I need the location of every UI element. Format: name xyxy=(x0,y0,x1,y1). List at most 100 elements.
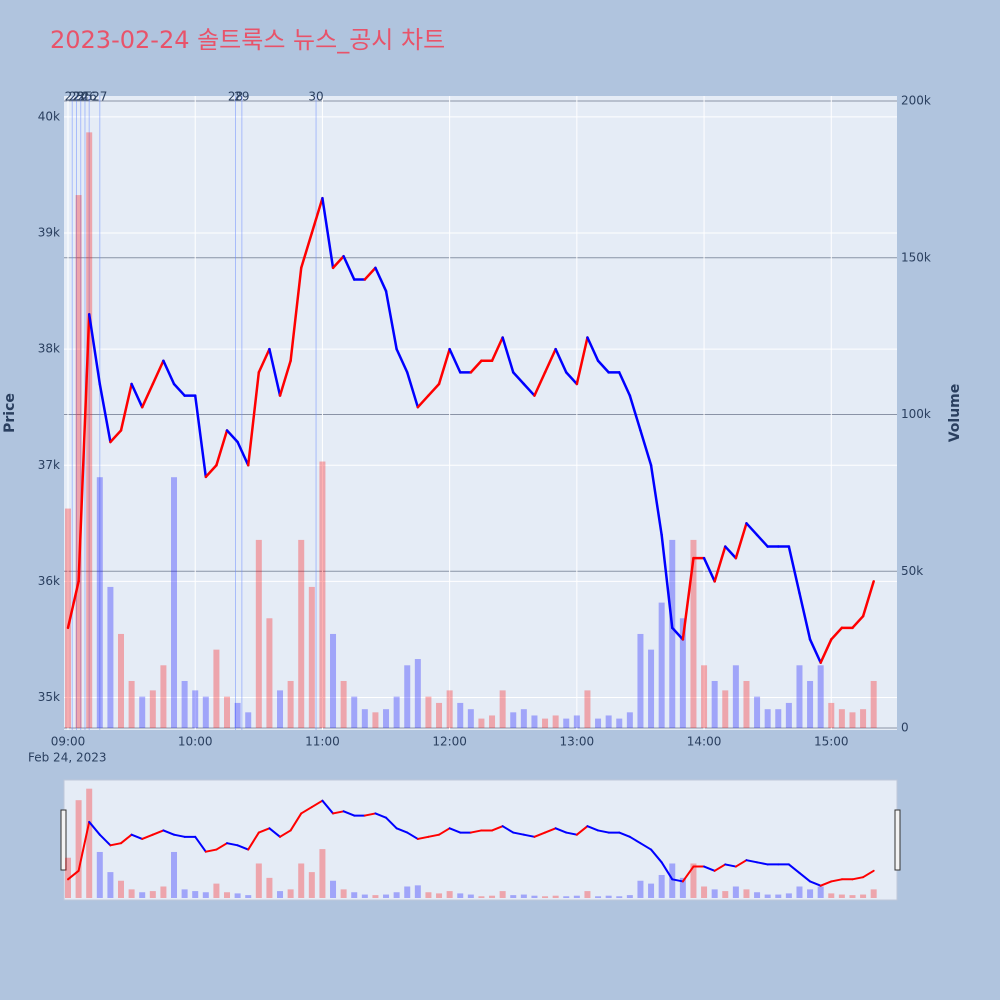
mini-price-segment xyxy=(681,865,695,883)
volume-bar xyxy=(870,680,877,728)
volume-bar xyxy=(436,702,443,728)
mini-volume-bar xyxy=(65,857,71,898)
mini-volume-bar xyxy=(690,863,697,898)
volume-bar xyxy=(404,665,411,728)
price-segment xyxy=(437,347,451,386)
volume-bar xyxy=(361,709,368,728)
mini-price-segment xyxy=(247,831,260,851)
price-segment xyxy=(490,336,504,362)
volume-bar xyxy=(351,696,358,728)
mini-volume-bar xyxy=(732,886,739,898)
mini-price-segment xyxy=(501,825,515,834)
mini-price-segment xyxy=(257,827,271,834)
price-segment xyxy=(109,429,123,444)
volume-bar xyxy=(764,709,771,728)
volume-bar xyxy=(234,702,241,728)
mini-volume-bar xyxy=(298,863,305,898)
mini-volume-bar xyxy=(319,849,326,898)
mini-volume-bar xyxy=(849,895,856,898)
mini-volume-bar xyxy=(775,894,782,898)
mini-volume-bar xyxy=(616,896,623,898)
price-segment xyxy=(87,313,102,386)
mini-price-segment xyxy=(194,835,207,853)
mini-price-segment xyxy=(469,829,483,834)
volume-bar xyxy=(542,718,549,728)
x-date-label: Feb 24, 2023 xyxy=(28,751,107,765)
y2-tick-label: 200k xyxy=(901,94,931,108)
mini-volume-bar xyxy=(383,894,390,898)
mini-price-segment xyxy=(703,865,716,872)
volume-bar xyxy=(499,690,506,728)
mini-volume-bar xyxy=(118,880,125,898)
mini-price-segment xyxy=(363,812,377,817)
price-segment xyxy=(808,638,822,664)
volume-bar xyxy=(330,633,337,728)
range-handle-left[interactable] xyxy=(60,809,67,871)
mini-volume-bar xyxy=(86,788,93,898)
mini-volume-bar xyxy=(287,889,294,898)
mini-volume-bar xyxy=(785,893,792,898)
mini-volume-bar xyxy=(626,895,633,898)
volume-bar xyxy=(171,477,178,728)
volume-bar xyxy=(849,712,856,728)
mini-volume-bar xyxy=(648,883,655,898)
price-segment xyxy=(628,394,642,432)
y-axis-title: Price xyxy=(2,393,18,433)
price-segment xyxy=(140,382,155,409)
volume-bar xyxy=(817,665,824,728)
mini-volume-bar xyxy=(96,851,103,898)
mini-volume-bar xyxy=(669,863,676,898)
price-segment xyxy=(257,347,271,374)
price-segment xyxy=(268,347,282,397)
volume-bar xyxy=(202,696,209,728)
y-tick-label: 36k xyxy=(38,574,60,588)
volume-bar xyxy=(552,715,559,728)
volume-bar xyxy=(838,709,845,728)
range-slider[interactable] xyxy=(63,779,898,901)
mini-price-segment xyxy=(226,842,239,847)
mini-volume-bar xyxy=(817,886,824,898)
mini-price-segment xyxy=(109,842,123,847)
mini-volume-bar xyxy=(255,863,262,898)
volume-bar xyxy=(96,477,103,728)
mini-volume-bar xyxy=(149,891,156,898)
mini-price-segment xyxy=(438,827,451,836)
mini-price-segment xyxy=(565,831,578,836)
mini-price-segment xyxy=(77,820,91,872)
price-segment xyxy=(851,614,865,630)
mini-price-segment xyxy=(236,844,250,851)
mini-volume-bar xyxy=(467,894,474,898)
mini-price-segment xyxy=(98,833,112,847)
mini-price-segment xyxy=(544,827,557,834)
price-segment xyxy=(299,231,314,270)
price-segment xyxy=(384,289,398,351)
y2-axis-title: Volume xyxy=(947,384,963,443)
volume-bar xyxy=(860,709,867,728)
mini-volume-bar xyxy=(340,889,347,898)
mini-volume-bar xyxy=(202,892,209,898)
mini-price-segment xyxy=(130,833,144,840)
volume-bar xyxy=(298,539,305,728)
price-segment xyxy=(713,545,727,583)
volume-bar xyxy=(414,659,421,728)
price-segment xyxy=(119,382,133,432)
price-segment xyxy=(204,464,218,479)
mini-price-segment xyxy=(575,825,589,836)
volume-bar xyxy=(616,718,623,728)
mini-volume-bar xyxy=(266,877,273,898)
mini-price-segment xyxy=(713,863,727,872)
price-segment xyxy=(416,394,430,409)
volume-bar xyxy=(605,715,612,728)
mini-price-segment xyxy=(120,833,133,845)
mini-volume-bar xyxy=(542,896,549,898)
volume-bar xyxy=(690,539,697,728)
range-handle-right[interactable] xyxy=(894,809,901,871)
price-segment xyxy=(660,533,674,630)
mini-volume-bar xyxy=(743,889,750,898)
volume-bar xyxy=(308,586,315,728)
volume-bar xyxy=(584,690,591,728)
price-segment xyxy=(787,545,801,595)
volume-bar xyxy=(287,680,294,728)
price-segment xyxy=(395,347,409,374)
